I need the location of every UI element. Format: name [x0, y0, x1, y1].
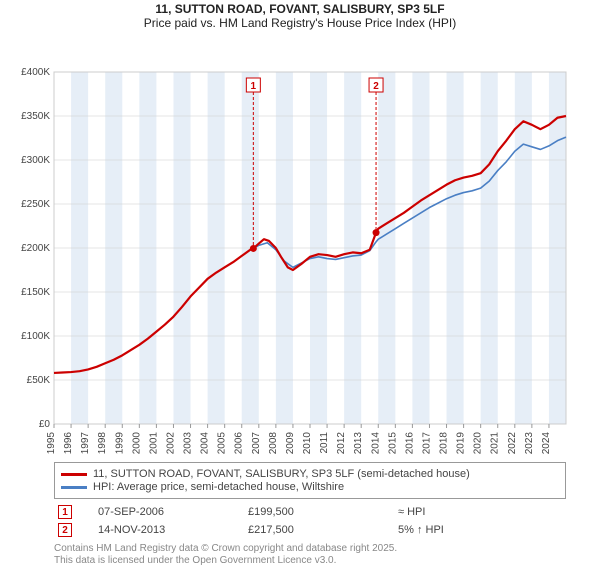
legend-swatch-hpi — [61, 486, 87, 489]
svg-text:2008: 2008 — [268, 432, 279, 455]
svg-text:£350K: £350K — [21, 111, 50, 122]
svg-text:2024: 2024 — [541, 432, 552, 455]
legend-swatch-subject — [61, 473, 87, 476]
sales-table: 1 07-SEP-2006£199,500≈ HPI 2 14-NOV-2013£21… — [54, 503, 566, 539]
sale-price: £217,500 — [244, 521, 394, 539]
svg-text:2018: 2018 — [439, 432, 450, 455]
svg-text:2016: 2016 — [404, 432, 415, 455]
svg-text:1995: 1995 — [46, 432, 57, 455]
attribution: Contains HM Land Registry data © Crown c… — [54, 543, 566, 567]
svg-text:£250K: £250K — [21, 199, 50, 210]
svg-text:1996: 1996 — [63, 432, 74, 455]
legend-item-subject: 11, SUTTON ROAD, FOVANT, SALISBURY, SP3 … — [61, 468, 559, 480]
svg-text:2011: 2011 — [319, 432, 330, 454]
svg-text:1997: 1997 — [80, 432, 91, 455]
sale-delta: 5% ↑ HPI — [394, 521, 566, 539]
legend-label-hpi: HPI: Average price, semi-detached house,… — [93, 481, 344, 493]
chart-title-line2: Price paid vs. HM Land Registry's House … — [0, 16, 600, 34]
sale-marker: 2 — [58, 523, 72, 537]
attribution-line1: Contains HM Land Registry data © Crown c… — [54, 543, 566, 555]
legend-label-subject: 11, SUTTON ROAD, FOVANT, SALISBURY, SP3 … — [93, 468, 470, 480]
svg-text:2010: 2010 — [302, 432, 313, 455]
svg-text:£400K: £400K — [21, 67, 50, 78]
sale-row: 1 07-SEP-2006£199,500≈ HPI — [54, 503, 566, 521]
svg-text:1: 1 — [251, 81, 257, 92]
legend-item-hpi: HPI: Average price, semi-detached house,… — [61, 481, 559, 493]
attribution-line2: This data is licensed under the Open Gov… — [54, 555, 566, 567]
svg-text:2014: 2014 — [370, 432, 381, 455]
svg-text:1998: 1998 — [97, 432, 108, 455]
svg-text:£200K: £200K — [21, 243, 50, 254]
svg-text:2015: 2015 — [387, 432, 398, 455]
svg-text:£50K: £50K — [27, 375, 51, 386]
svg-text:2017: 2017 — [421, 432, 432, 455]
chart-area: £0 £50K £100K £150K £200K £250K £300K £350K £400… — [0, 34, 600, 460]
svg-text:2007: 2007 — [251, 432, 262, 455]
sale-marker: 1 — [58, 505, 72, 519]
svg-text:2020: 2020 — [473, 432, 484, 455]
svg-text:£300K: £300K — [21, 155, 50, 166]
svg-text:2009: 2009 — [285, 432, 296, 455]
svg-text:£0: £0 — [39, 419, 51, 430]
svg-text:2019: 2019 — [456, 432, 467, 455]
sale-date: 07-SEP-2006 — [94, 503, 244, 521]
svg-text:2021: 2021 — [490, 432, 501, 455]
svg-text:2004: 2004 — [200, 432, 211, 455]
svg-text:£150K: £150K — [21, 287, 50, 298]
sale-row: 2 14-NOV-2013£217,5005% ↑ HPI — [54, 521, 566, 539]
svg-text:2006: 2006 — [234, 432, 245, 455]
svg-text:2012: 2012 — [336, 432, 347, 455]
sale-delta: ≈ HPI — [394, 503, 566, 521]
svg-text:1999: 1999 — [114, 432, 125, 455]
svg-text:2013: 2013 — [353, 432, 364, 455]
svg-text:2003: 2003 — [183, 432, 194, 455]
svg-text:2002: 2002 — [165, 432, 176, 455]
svg-text:2023: 2023 — [524, 432, 535, 455]
svg-text:2022: 2022 — [507, 432, 518, 455]
line-chart: £0 £50K £100K £150K £200K £250K £300K £350K £400… — [0, 34, 600, 460]
svg-text:2001: 2001 — [148, 432, 159, 455]
svg-text:2: 2 — [373, 81, 379, 92]
sale-date: 14-NOV-2013 — [94, 521, 244, 539]
chart-title-line1: 11, SUTTON ROAD, FOVANT, SALISBURY, SP3 … — [0, 0, 600, 16]
svg-text:£100K: £100K — [21, 331, 50, 342]
sale-price: £199,500 — [244, 503, 394, 521]
legend: 11, SUTTON ROAD, FOVANT, SALISBURY, SP3 … — [54, 462, 566, 499]
svg-text:2005: 2005 — [217, 432, 228, 455]
svg-text:2000: 2000 — [131, 432, 142, 455]
